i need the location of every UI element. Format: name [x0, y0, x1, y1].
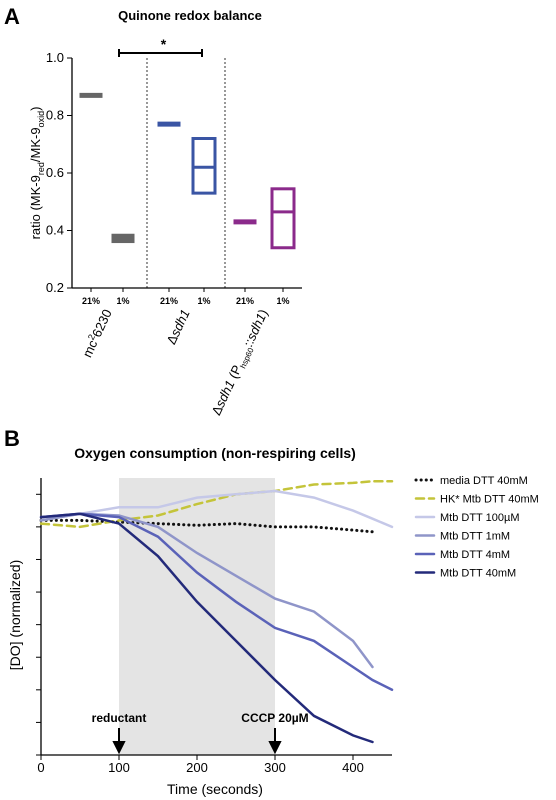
series-line [39, 512, 374, 744]
legend-label: HK* Mtb DTT 40mM [440, 494, 539, 506]
annotation-label: reductant [92, 711, 147, 725]
group-part: sdh1 [167, 307, 193, 339]
panel-a: 0.2 0.4 0.6 0.8 1.0 21% 1% 21% 1% 21% 1% * [46, 36, 302, 306]
x-tick-label: 1% [197, 296, 210, 306]
x-tick-label: 0 [37, 760, 44, 775]
y-axis-label: ratio (MK-9red/MK-9oxid) [28, 107, 46, 240]
annotation-arrow [268, 728, 282, 755]
x-tick-label: 21% [160, 296, 178, 306]
x-tick-label: 1% [116, 296, 129, 306]
y-label-part: ) [28, 107, 43, 111]
legend-label: Mtb DTT 4mM [440, 549, 510, 561]
annotation-arrow [112, 728, 126, 755]
group-label: Δsdh1 (Phsp60::sdh1) [208, 307, 272, 418]
series-line [39, 512, 394, 692]
legend-label: media DTT 40mM [440, 475, 528, 487]
annotation-label: CCCP 20µM [241, 711, 308, 725]
series-line [39, 489, 394, 529]
panel-label: B [4, 426, 20, 451]
y-tick-label: 1.0 [46, 50, 64, 65]
chart-title: Quinone redox balance [118, 8, 262, 23]
y-label-sub: oxid [36, 111, 46, 128]
x-tick-label: 400 [342, 760, 364, 775]
box [270, 187, 296, 250]
y-label-part: /MK-9 [28, 127, 43, 162]
y-label-sub: red [36, 162, 46, 175]
x-tick-label: 21% [82, 296, 100, 306]
group-part: mc [79, 337, 100, 359]
x-tick-label: 100 [108, 760, 130, 775]
y-label-part: ratio (MK-9 [28, 175, 43, 239]
y-tick-label: 0.8 [46, 108, 64, 123]
y-axis-label: [DO] (normalized) [7, 560, 23, 670]
group-part: (P [224, 363, 245, 384]
panel-label: A [4, 4, 20, 29]
y-tick-label: 0.4 [46, 223, 64, 238]
group-part: 6230 [89, 307, 115, 340]
x-tick-label: 300 [264, 760, 286, 775]
group-sup: 2 [86, 333, 97, 342]
significance-bracket [118, 49, 203, 57]
significance-label: * [161, 36, 167, 52]
x-tick-label: 21% [236, 296, 254, 306]
group-label: Δsdh1 [164, 307, 193, 347]
legend-label: Mtb DTT 100µM [440, 512, 520, 524]
x-axis-label: Time (seconds) [167, 781, 263, 797]
legend-label: Mtb DTT 1mM [440, 531, 510, 543]
group-label: mc26230 [79, 307, 115, 360]
chart-title: Oxygen consumption (non-respiring cells) [74, 445, 356, 461]
group-part: ) [255, 307, 270, 317]
x-tick-label: 1% [276, 296, 289, 306]
y-tick-label: 0.6 [46, 165, 64, 180]
y-tick-label: 0.2 [46, 280, 64, 295]
legend-label: Mtb DTT 40mM [440, 568, 516, 580]
panel-b: 0 100 200 300 400 media DTT 40mM HK* Mtb DTT 4… [36, 475, 539, 775]
x-tick-label: 200 [186, 760, 208, 775]
